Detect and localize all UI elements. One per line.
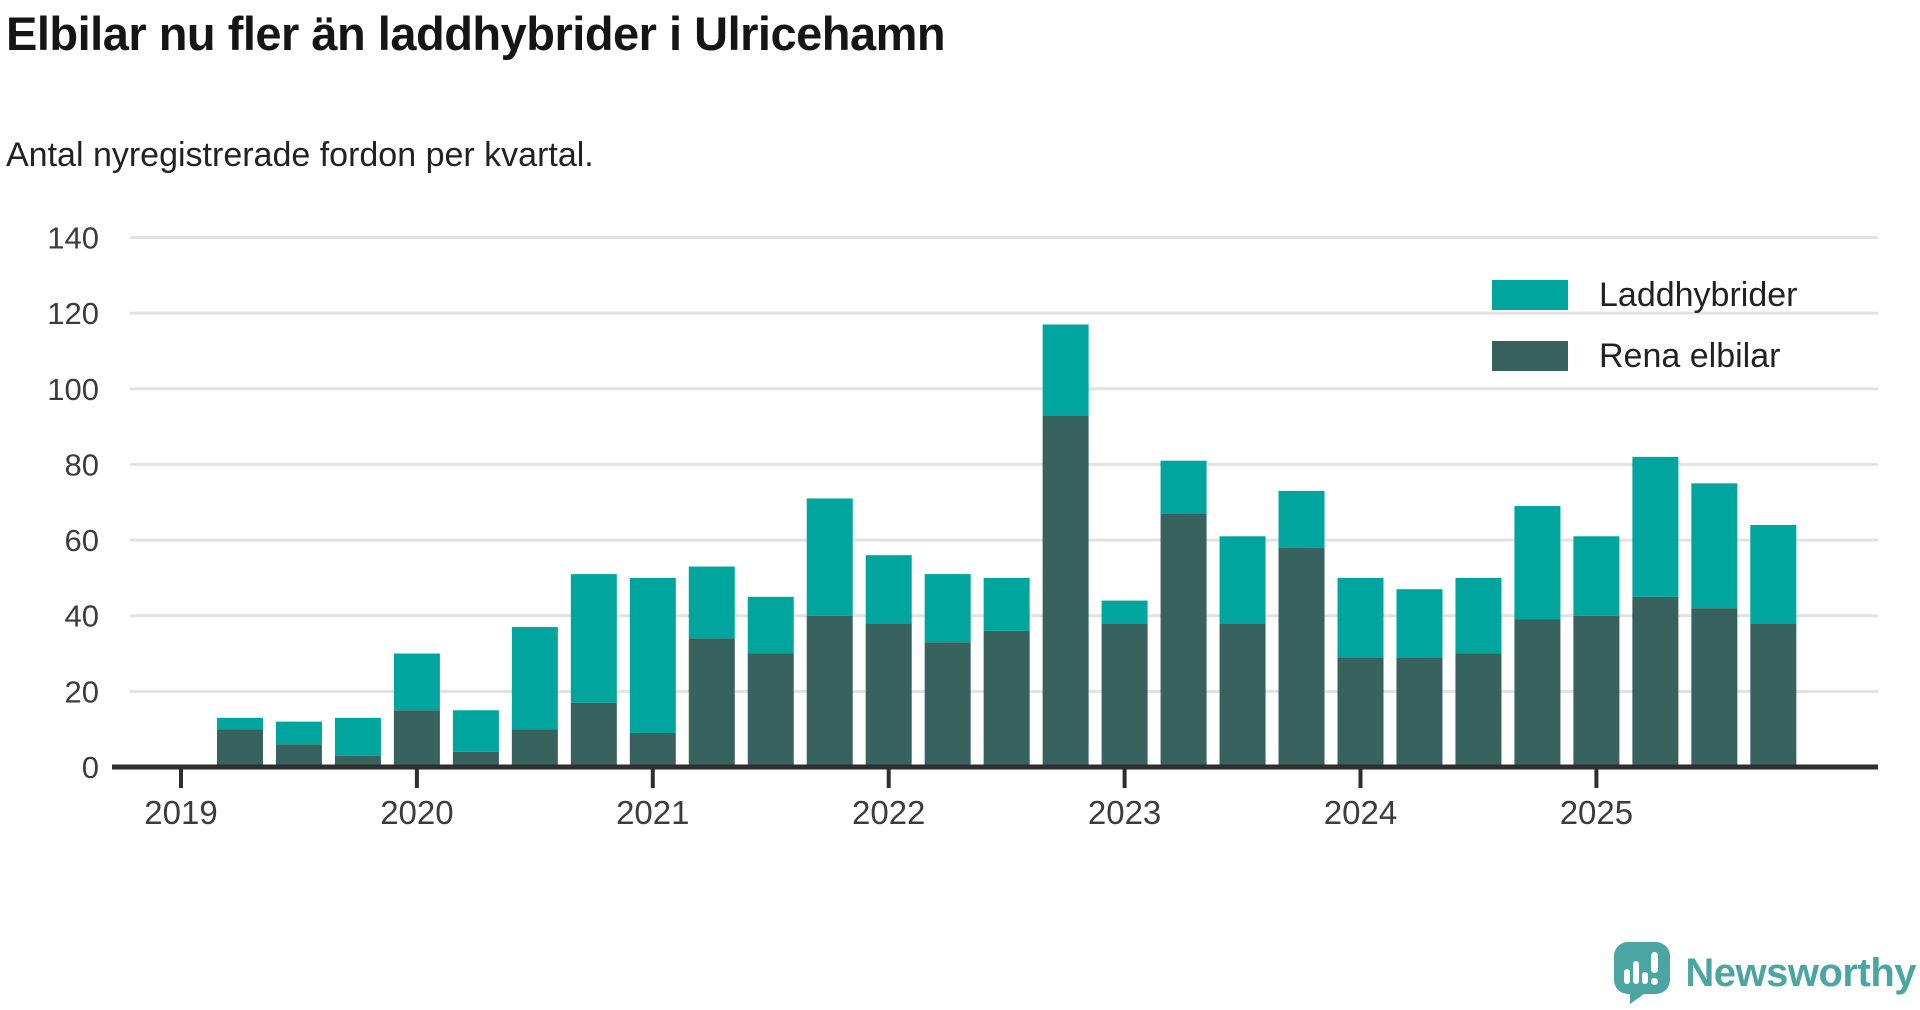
- bar-segment-laddhybrider: [747, 596, 794, 654]
- newsworthy-branding: Newsworthy: [1614, 942, 1916, 1004]
- x-axis-tick-label: 2024: [1324, 794, 1397, 831]
- y-axis-tick-label: 40: [65, 599, 99, 634]
- bar-segment-rena-elbilar: [629, 732, 676, 767]
- legend-item-rena-elbilar: Rena elbilar: [1492, 339, 1797, 373]
- bar-segment-laddhybrider: [1632, 456, 1679, 597]
- legend-label: Rena elbilar: [1599, 337, 1781, 375]
- bar-segment-laddhybrider: [806, 498, 853, 616]
- bar-segment-rena-elbilar: [1632, 596, 1679, 767]
- bar-segment-laddhybrider: [1396, 589, 1443, 658]
- bar-segment-laddhybrider: [1750, 524, 1797, 624]
- bar-segment-rena-elbilar: [452, 751, 499, 767]
- bar-segment-laddhybrider: [334, 717, 381, 756]
- bar-segment-rena-elbilar: [1042, 415, 1089, 767]
- x-axis-tick-label: 2021: [616, 794, 689, 831]
- legend-label: Laddhybrider: [1599, 276, 1798, 314]
- x-axis-tick-label: 2019: [144, 794, 217, 831]
- legend-swatch-rena-elbilar: [1492, 341, 1568, 371]
- x-axis-tick-label: 2025: [1560, 794, 1633, 831]
- newsworthy-logo-icon: [1614, 942, 1671, 1004]
- bar-segment-rena-elbilar: [275, 744, 322, 767]
- bar-segment-rena-elbilar: [688, 638, 735, 767]
- bar-segment-rena-elbilar: [747, 653, 794, 767]
- bar-segment-laddhybrider: [629, 577, 676, 733]
- y-axis-tick-label: 140: [47, 221, 99, 256]
- bar-segment-rena-elbilar: [334, 755, 381, 767]
- bar-segment-rena-elbilar: [1101, 623, 1148, 767]
- bar-segment-rena-elbilar: [1514, 619, 1561, 767]
- bar-segment-rena-elbilar: [511, 729, 558, 767]
- bar-segment-rena-elbilar: [570, 702, 617, 767]
- bar-segment-rena-elbilar: [1337, 657, 1384, 767]
- bar-segment-laddhybrider: [1042, 324, 1089, 416]
- bar-segment-laddhybrider: [1573, 536, 1620, 616]
- bar-segment-rena-elbilar: [983, 630, 1030, 767]
- bar-segment-laddhybrider: [1219, 536, 1266, 624]
- legend-swatch-laddhybrider: [1492, 280, 1568, 310]
- bar-segment-laddhybrider: [275, 721, 322, 745]
- bar-segment-laddhybrider: [1691, 483, 1738, 609]
- chart-subtitle: Antal nyregistrerade fordon per kvartal.: [6, 136, 594, 174]
- bar-segment-laddhybrider: [570, 574, 617, 703]
- bar-segment-rena-elbilar: [1455, 653, 1502, 767]
- bar-segment-laddhybrider: [983, 577, 1030, 631]
- y-axis-tick-label: 0: [82, 750, 99, 785]
- x-axis-tick-label: 2023: [1088, 794, 1161, 831]
- bar-segment-laddhybrider: [1101, 600, 1148, 624]
- y-axis-tick-label: 100: [47, 372, 99, 407]
- y-axis-tick-label: 80: [65, 447, 99, 482]
- x-axis-tick-label: 2022: [852, 794, 925, 831]
- y-axis-tick-label: 60: [65, 523, 99, 558]
- bar-segment-rena-elbilar: [865, 623, 912, 767]
- bar-segment-laddhybrider: [1337, 577, 1384, 658]
- bar-segment-rena-elbilar: [1691, 608, 1738, 767]
- bar-segment-rena-elbilar: [1278, 547, 1325, 767]
- bar-segment-laddhybrider: [1514, 506, 1561, 620]
- bar-segment-rena-elbilar: [1219, 623, 1266, 767]
- y-axis-tick-label: 20: [65, 674, 99, 709]
- bar-segment-rena-elbilar: [1750, 623, 1797, 767]
- bar-segment-rena-elbilar: [216, 729, 263, 767]
- chart-legend: Laddhybrider Rena elbilar: [1492, 278, 1797, 373]
- bar-segment-laddhybrider: [1278, 490, 1325, 548]
- page-title: Elbilar nu fler än laddhybrider i Ulrice…: [6, 7, 946, 60]
- bar-segment-laddhybrider: [1160, 460, 1207, 514]
- bar-segment-laddhybrider: [688, 566, 735, 639]
- bar-segment-rena-elbilar: [806, 615, 853, 767]
- bar-segment-laddhybrider: [865, 555, 912, 624]
- bar-segment-rena-elbilar: [1396, 657, 1443, 767]
- bar-segment-laddhybrider: [393, 653, 440, 711]
- bar-segment-rena-elbilar: [1573, 615, 1620, 767]
- legend-item-laddhybrider: Laddhybrider: [1492, 278, 1797, 312]
- bar-segment-rena-elbilar: [1160, 513, 1207, 767]
- newsworthy-wordmark: Newsworthy: [1685, 950, 1916, 995]
- y-axis-tick-label: 120: [47, 296, 99, 331]
- bar-segment-laddhybrider: [511, 627, 558, 730]
- x-axis-tick-label: 2020: [380, 794, 453, 831]
- bar-segment-laddhybrider: [1455, 577, 1502, 654]
- bar-segment-rena-elbilar: [924, 642, 971, 767]
- bar-segment-laddhybrider: [452, 710, 499, 752]
- bar-segment-laddhybrider: [216, 717, 263, 730]
- bar-segment-laddhybrider: [924, 574, 971, 643]
- bar-segment-rena-elbilar: [393, 710, 440, 767]
